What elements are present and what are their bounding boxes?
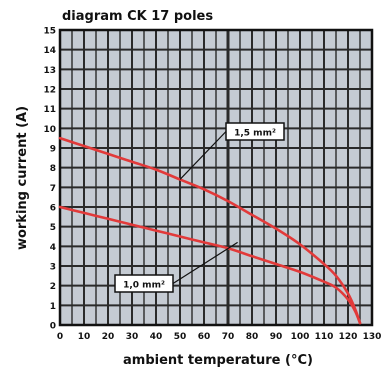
y-tick-label: 1 [50,302,56,312]
y-tick-label: 4 [50,243,56,253]
y-tick-label: 10 [43,125,56,135]
series-lines [58,136,362,325]
x-tick-label: 130 [363,332,382,342]
x-tick-label: 60 [198,332,211,342]
chart-title: diagram CK 17 poles [62,9,213,24]
series-line-1-0-mm2 [58,205,362,325]
series-label: 1,0 mm² [123,281,165,291]
series-line-1-5-mm2 [58,136,362,325]
y-tick-label: 2 [50,282,56,292]
y-tick-label: 11 [43,105,56,115]
grid [58,28,374,327]
label-box [114,274,174,293]
y-tick-label: 5 [50,223,56,233]
x-tick-label: 80 [246,332,259,342]
label-box [225,122,285,141]
leader-line [179,131,227,180]
x-tick-labels: 0 10 20 30 40 50 60 70 80 90 100 110 120 130 [57,332,382,342]
x-tick-label: 20 [102,332,115,342]
y-tick-label: 0 [50,322,56,332]
y-tick-label: 6 [50,204,56,214]
y-axis-label: working current (A) [15,106,30,250]
x-tick-label: 120 [339,332,358,342]
x-tick-label: 30 [126,332,139,342]
y-tick-label: 3 [50,263,56,273]
x-tick-label: 100 [291,332,310,342]
y-tick-label: 9 [50,145,56,155]
x-tick-label: 0 [57,332,63,342]
series-label: 1,5 mm² [234,129,276,139]
x-axis-label: ambient temperature (°C) [123,353,313,368]
legend-callouts: 1,5 mm² 1,0 mm² [114,122,285,293]
x-tick-label: 10 [78,332,91,342]
y-tick-label: 8 [50,164,56,174]
x-tick-label: 110 [315,332,334,342]
leader-line [172,241,238,285]
x-tick-label: 70 [222,332,235,342]
x-tick-label: 50 [174,332,187,342]
y-tick-label: 7 [50,184,56,194]
plot-border [58,28,374,327]
y-tick-label: 13 [43,66,56,76]
y-tick-label: 15 [43,27,56,37]
y-tick-label: 14 [43,46,56,56]
y-tick-label: 12 [43,86,56,96]
x-tick-label: 40 [150,332,163,342]
x-tick-label: 90 [270,332,283,342]
